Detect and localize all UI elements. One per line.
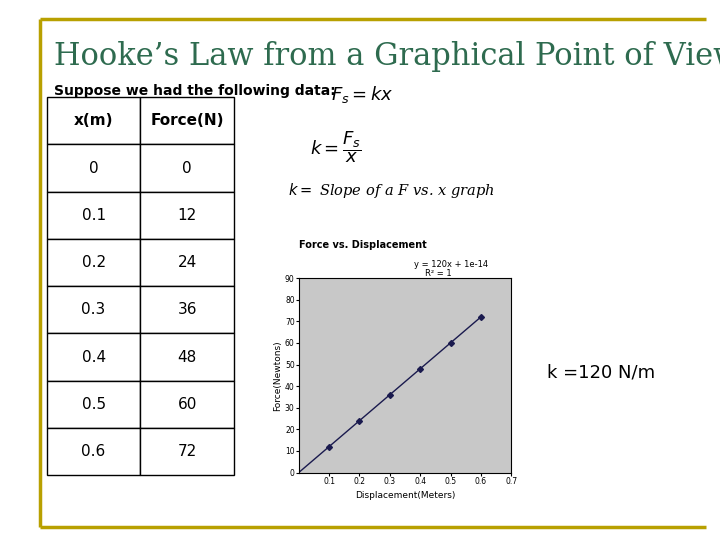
- Text: $F_s = kx$: $F_s = kx$: [331, 84, 394, 105]
- Text: k =120 N/m: k =120 N/m: [547, 363, 655, 382]
- Text: R² = 1: R² = 1: [425, 269, 451, 278]
- Text: $k = $ Slope of a F vs. x graph: $k = $ Slope of a F vs. x graph: [288, 181, 495, 200]
- X-axis label: Displacement(Meters): Displacement(Meters): [355, 491, 455, 500]
- Text: Hooke’s Law from a Graphical Point of View: Hooke’s Law from a Graphical Point of Vi…: [54, 40, 720, 71]
- Text: Suppose we had the following data:: Suppose we had the following data:: [54, 84, 336, 98]
- Text: y = 120x + 1e-14: y = 120x + 1e-14: [414, 260, 488, 269]
- Y-axis label: Force(Newtons): Force(Newtons): [273, 340, 282, 410]
- Text: Force vs. Displacement: Force vs. Displacement: [299, 240, 426, 249]
- Text: $k = \dfrac{F_s}{x}$: $k = \dfrac{F_s}{x}$: [310, 130, 361, 165]
